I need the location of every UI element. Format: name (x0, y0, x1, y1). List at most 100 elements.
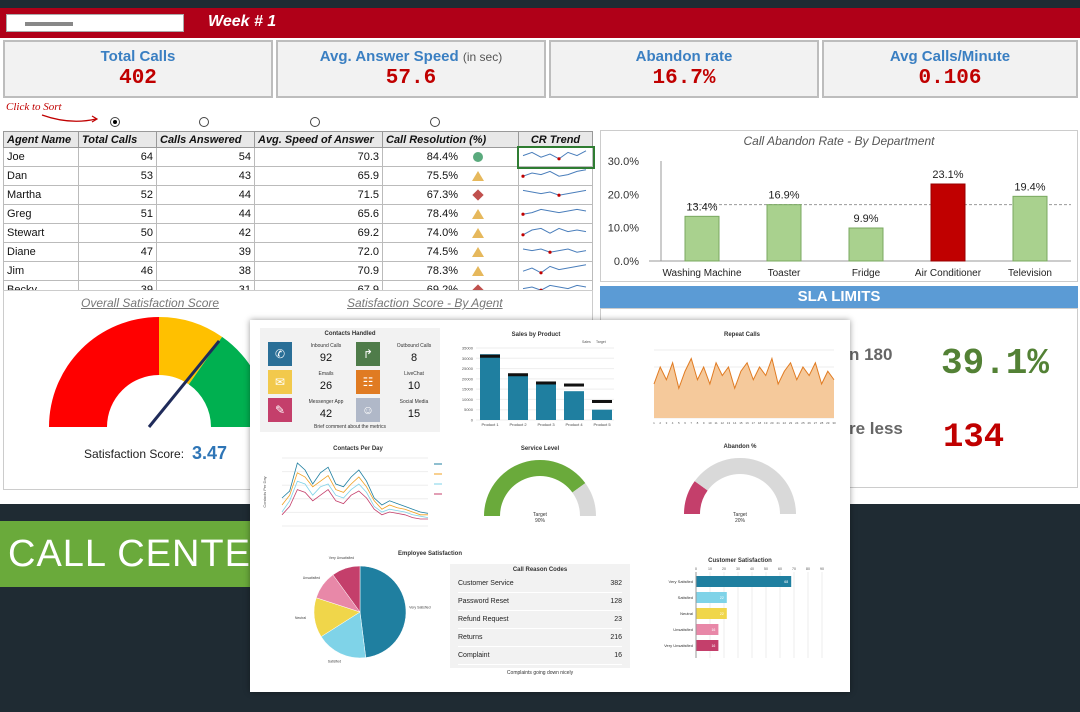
reason-label: Complaint (458, 652, 490, 659)
sort-radio-resolution[interactable] (430, 117, 440, 127)
sla-row1-text: n 180 (849, 345, 893, 364)
resolution-value: 74.5% (426, 246, 458, 258)
dropdown-value-placeholder (25, 22, 73, 26)
y-tick-label: Very Satisfied (669, 579, 693, 584)
x-tick-label: 6 (684, 421, 686, 425)
tile-label: Inbound Calls (310, 343, 342, 349)
y-tick-label: Unsatisfied (673, 627, 693, 632)
y-tick-label: 20.0% (608, 189, 639, 201)
tile-value: 42 (319, 408, 333, 420)
total-calls-cell: 51 (78, 204, 157, 224)
avg-speed-cell: 70.3 (254, 147, 383, 167)
column-header[interactable]: Call Resolution (%) (382, 131, 519, 148)
reason-value: 16 (614, 652, 622, 659)
x-tick-label: 22 (783, 421, 787, 425)
x-tick-label: 30 (832, 421, 836, 425)
x-tick-label: 50 (764, 567, 768, 571)
call-reason-row: Complaint 16 (458, 652, 622, 665)
column-header[interactable]: Agent Name (3, 131, 79, 148)
gauge-segment (159, 317, 223, 385)
avg-speed-cell: 70.9 (254, 261, 383, 281)
slice-label: Neutral (295, 616, 307, 620)
total-calls-cell: 50 (78, 223, 157, 243)
kpi-label: Avg Calls/Minute (889, 48, 1011, 65)
total-calls-cell: 64 (78, 147, 157, 167)
bar (696, 576, 792, 587)
y-tick-label: 0.0% (614, 256, 639, 268)
x-tick-label: Product 3 (537, 422, 555, 427)
service-level-gauge (484, 459, 596, 516)
x-tick-label: Product 4 (565, 422, 583, 427)
gauge-segment (49, 317, 159, 427)
sparkline-low-point (557, 193, 561, 197)
bar (696, 608, 727, 619)
sort-radio-total-calls[interactable] (110, 117, 120, 127)
social-icon: ☺ (356, 398, 380, 422)
x-tick-label: 2 (659, 421, 661, 425)
column-header[interactable]: Total Calls (78, 131, 157, 148)
sort-radio-calls-answered[interactable] (199, 117, 209, 127)
x-tick-label: 17 (752, 421, 756, 425)
x-tick-label: 12 (721, 421, 725, 425)
call-reason-row: Returns 216 (458, 634, 622, 647)
data-label: 16.9% (768, 190, 799, 202)
data-label: 19.4% (1014, 181, 1045, 193)
customer-satisfaction-title: Customer Satisfaction (708, 558, 772, 564)
abandon-pct-gauge (684, 457, 796, 514)
call-reason-row: Password Reset 128 (458, 598, 622, 611)
y-tick-label: 25000 (462, 366, 474, 371)
tile-label: LiveChat (404, 371, 424, 377)
calls-answered-cell: 44 (156, 185, 255, 205)
sla-row2-value: 134 (943, 419, 1005, 457)
x-tick-label: 30 (736, 567, 740, 571)
satisfaction-score-value: 3.47 (192, 443, 228, 463)
sparkline-low-point (521, 174, 525, 178)
resolution-cell: 74.5% (382, 242, 519, 262)
bar (684, 215, 720, 262)
kpi-answer-speed: Avg. Answer Speed (in sec) 57.6 (276, 40, 546, 98)
x-tick-label: 29 (826, 421, 830, 425)
column-header[interactable]: Avg. Speed of Answer (254, 131, 383, 148)
filter-dropdown[interactable] (6, 14, 184, 32)
header-bar: Week # 1 (0, 8, 1080, 38)
sparkline-line (522, 208, 587, 215)
bar (536, 382, 556, 420)
gauge-segment (188, 336, 254, 427)
sort-radio-speed[interactable] (310, 117, 320, 127)
y-tick-label: 20000 (462, 376, 474, 381)
sparkline (522, 264, 587, 275)
table-header-row: Agent Name Total Calls Calls Answered Av… (3, 131, 593, 148)
overall-satisfaction-gauge (49, 317, 254, 428)
trend-cell (518, 242, 593, 262)
data-label: 22 (720, 596, 724, 600)
repeat-calls-chart: 1 2 3 4 5 6 7 8 9 10 11 12 13 14 15 16 17 18 19 20 21 22 23 24 2… (653, 349, 836, 425)
contacts-per-day-chart: Contacts Per Day (262, 457, 442, 527)
bar (696, 592, 727, 603)
x-tick-label: 26 (808, 421, 812, 425)
overall-satisfaction-title: Overall Satisfaction Score (81, 296, 220, 310)
tile-value: 26 (319, 380, 333, 392)
slice-label: Satisfied (328, 660, 341, 664)
avg-speed-cell: 71.5 (254, 185, 383, 205)
sparkline-low-point (521, 233, 525, 237)
y-tick-label: 30000 (462, 356, 474, 361)
table-row: Martha 52 44 71.5 67.3% (3, 185, 593, 205)
x-tick-label: 19 (764, 421, 768, 425)
contact-tile: ☺ Social Media 15 (356, 398, 442, 422)
column-header[interactable]: Calls Answered (156, 131, 255, 148)
agent-name-cell: Joe (3, 147, 79, 167)
avg-speed-cell: 65.6 (254, 204, 383, 224)
sparkline-line (522, 227, 587, 236)
service-level-target: Target 90% (533, 512, 547, 524)
agent-name-cell: Greg (3, 204, 79, 224)
outbound-phone-icon: ↱ (356, 342, 380, 366)
diamond-status-icon (472, 189, 484, 201)
agent-name-cell: Jim (3, 261, 79, 281)
triangle-status-icon (472, 266, 484, 277)
trend-cell (518, 261, 593, 281)
tile-label: Messenger App (308, 399, 344, 405)
sparkline (521, 227, 587, 237)
x-tick-label: Air Conditioner (915, 268, 982, 279)
reason-label: Returns (458, 634, 483, 641)
contact-tile: ✆ Inbound Calls 92 (268, 342, 354, 366)
